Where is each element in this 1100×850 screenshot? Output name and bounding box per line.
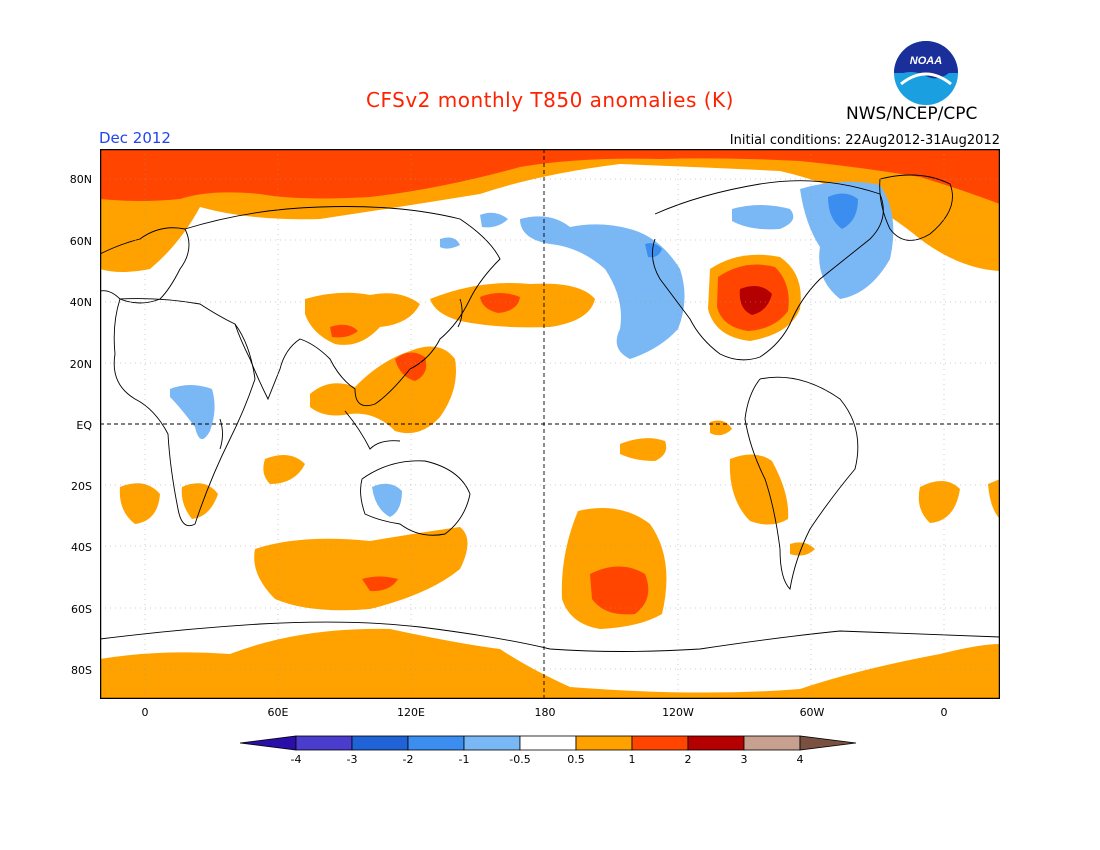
colorbar-label-neg4: -4 [290,753,302,766]
lon-label-0-left: 0 [141,706,149,719]
colorbar-swatch [407,735,465,751]
lat-label-40s: 40S [71,541,92,554]
lat-label-40n: 40N [69,296,92,309]
colorbar-label-neg3: -3 [346,753,358,766]
colorbar-label-4: 4 [796,753,804,766]
lat-label-20s: 20S [71,480,92,493]
strong-positive-anomaly-regions [100,149,1000,615]
colorbar-arrow-low [240,735,297,751]
colorbar-label-neg1: -1 [458,753,470,766]
initial-conditions: Initial conditions: 22Aug2012-31Aug2012 [729,133,1000,148]
colorbar-swatch [295,735,353,751]
anomaly-map [100,149,1000,699]
colorbar-swatch [575,735,633,751]
negative-anomaly-regions [170,181,894,517]
lat-label-60s: 60S [71,603,92,616]
lat-label-60n: 60N [69,235,92,248]
colorbar [240,735,857,751]
lon-label-120w: 120W [662,706,694,719]
lat-label-eq: EQ [76,419,92,432]
colorbar-swatch [687,735,745,751]
noaa-logo-text: NOAA [910,55,942,67]
colorbar-label-1: 1 [628,753,636,766]
colorbar-label-2: 2 [684,753,692,766]
colorbar-label-3: 3 [740,753,748,766]
colorbar-label-neg2: -2 [402,753,414,766]
lon-label-60w: 60W [799,706,825,719]
lat-label-80s: 80S [71,664,92,677]
lon-label-180: 180 [534,706,556,719]
lon-label-120e: 120E [397,706,425,719]
agency-label: NWS/NCEP/CPC [846,104,978,124]
coastlines [100,174,1000,652]
lon-label-60e: 60E [267,706,289,719]
colorbar-label-0-5: 0.5 [567,753,585,766]
chart-title: CFSv2 monthly T850 anomalies (K) [366,88,734,112]
reference-lines [100,149,1000,699]
lat-label-20n: 20N [69,358,92,371]
lat-label-80n: 80N [69,173,92,186]
graticule [100,149,1000,699]
valid-month: Dec 2012 [99,129,171,147]
colorbar-swatch [743,735,801,751]
colorbar-swatch [519,735,577,751]
noaa-logo: NOAA [894,41,958,105]
colorbar-arrow-high [799,735,857,751]
lon-label-0-right: 0 [940,706,948,719]
colorbar-swatch [351,735,409,751]
north-america-warm-anomaly [708,254,801,341]
colorbar-swatch [463,735,521,751]
colorbar-label-neg0-5: -0.5 [509,753,531,766]
colorbar-swatch [631,735,689,751]
